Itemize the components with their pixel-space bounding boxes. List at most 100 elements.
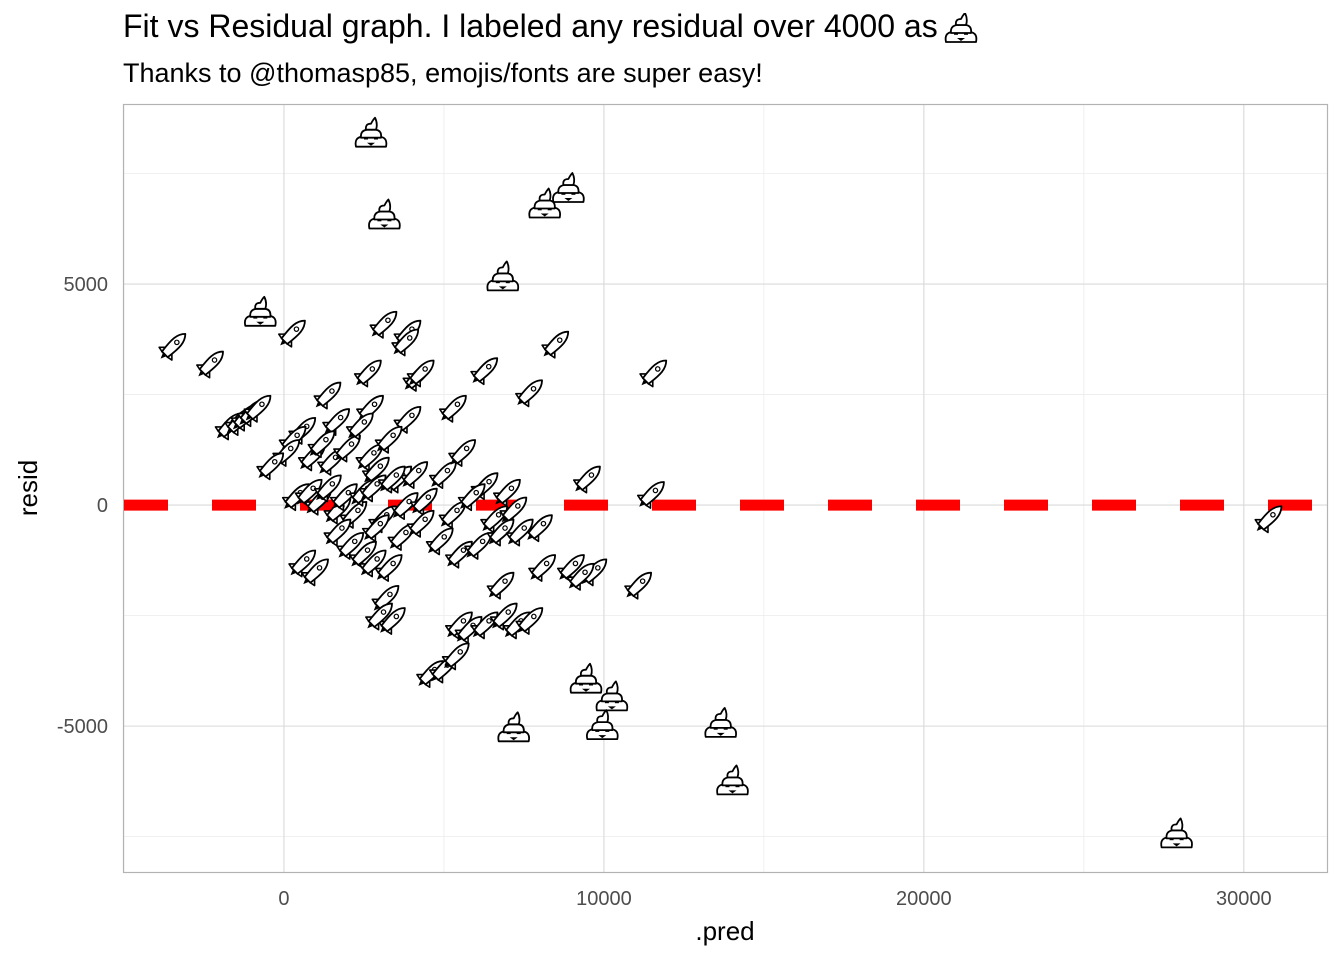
rocket-flame — [501, 516, 508, 523]
rocket-body-group — [528, 554, 557, 582]
rocket-emoji-icon — [365, 602, 393, 631]
poop-middle — [249, 307, 272, 318]
rocket-flame — [543, 350, 550, 357]
rocket-window — [531, 613, 537, 620]
rocket-flame — [402, 480, 409, 487]
rocket-emoji-icon — [448, 439, 477, 467]
rocket-flame — [1256, 525, 1263, 532]
rocket-body-group — [256, 452, 285, 481]
rocket-window — [374, 481, 380, 487]
rocket-body-group — [409, 487, 438, 516]
rocket-flame — [440, 520, 447, 527]
poop-top — [954, 12, 968, 26]
rocket-window — [293, 326, 300, 332]
rocket-body-group — [377, 465, 406, 494]
rocket-body-group — [406, 509, 435, 538]
poop-emoji-icon — [704, 707, 737, 738]
rocket-flame — [316, 494, 323, 501]
rocket-body-group — [556, 554, 585, 582]
rocket-emoji-icon — [377, 465, 406, 494]
rocket-window — [211, 357, 218, 363]
rocket-emoji-icon — [489, 602, 518, 631]
rocket-emoji-icon — [409, 487, 438, 516]
rocket-emoji-icon — [441, 642, 470, 671]
rocket-window — [444, 467, 451, 474]
rocket-window — [337, 414, 344, 421]
rocket-hull — [1257, 505, 1283, 531]
rocket-body-group — [499, 496, 528, 525]
rocket-flame — [517, 399, 524, 406]
rocket-flame — [338, 551, 345, 558]
poop-middle — [491, 272, 514, 283]
rocket-body-group — [345, 412, 374, 441]
rocket-flame — [380, 626, 387, 633]
rocket-window — [595, 565, 601, 571]
rocket-body-group — [441, 642, 470, 671]
rocket-flame — [296, 498, 303, 505]
rocket-body-group — [333, 434, 361, 463]
rocket-window — [380, 609, 387, 615]
rocket-window — [374, 556, 380, 562]
rocket-flame — [408, 379, 415, 386]
rocket-window — [530, 385, 537, 392]
rocket-body-group — [158, 332, 187, 361]
rocket-body-group — [464, 531, 493, 560]
rocket-body-group — [243, 394, 272, 423]
rocket-window — [377, 520, 384, 527]
poop-middle — [591, 721, 614, 731]
rocket-flame — [472, 376, 479, 383]
rocket-body-group — [301, 558, 329, 587]
rocket-window — [390, 432, 396, 439]
rocket-flame — [216, 432, 223, 439]
rocket-body-group — [355, 443, 384, 472]
rocket-window — [572, 560, 579, 567]
rocket-flame — [559, 573, 566, 580]
rocket-body-group — [349, 540, 377, 569]
rocket-body-group — [515, 607, 544, 635]
rocket-flame — [482, 525, 489, 532]
rocket-emoji-icon — [505, 518, 534, 547]
rocket-flame — [258, 472, 265, 479]
rocket-emoji-icon — [428, 461, 457, 490]
rocket-emoji-icon — [556, 554, 585, 582]
poop-emoji-icon — [368, 198, 401, 230]
rocket-window — [371, 401, 378, 408]
rocket-flame — [335, 454, 342, 461]
rocket-body-group — [313, 474, 342, 503]
panel-border — [122, 103, 1329, 874]
rocket-emoji-icon — [301, 558, 329, 587]
rocket-window — [454, 401, 461, 408]
rocket-flame — [431, 480, 438, 487]
rocket-body-group — [390, 492, 419, 521]
poop-mouth — [540, 213, 549, 217]
rocket-flame — [360, 569, 367, 576]
rocket-body-group — [486, 571, 515, 600]
x-axis-label: .pred — [695, 916, 754, 946]
rocket-flame — [284, 502, 291, 509]
poop-middle — [600, 692, 623, 703]
rocket-body-group — [541, 330, 570, 359]
rocket-window — [355, 507, 361, 514]
rocket-emoji-icon — [391, 328, 420, 357]
rocket-window — [652, 487, 659, 494]
rocket-flame — [408, 529, 415, 536]
rocket-body-group — [313, 381, 342, 410]
rocket-flame — [639, 500, 646, 507]
rocket-emoji-icon — [374, 554, 403, 582]
poop-mouth — [564, 198, 573, 201]
rocket-flame — [427, 547, 434, 554]
rocket-emoji-icon — [624, 571, 653, 600]
rocket-emoji-icon — [528, 554, 557, 582]
rocket-emoji-icon — [196, 350, 224, 379]
poop-middle — [359, 128, 383, 139]
rocket-flame — [315, 401, 322, 408]
rocket-body-group — [1254, 505, 1283, 534]
rocket-flame — [495, 498, 502, 505]
rocket-emoji-icon — [566, 562, 595, 591]
rocket-flame — [324, 427, 331, 434]
rocket-window — [515, 503, 521, 509]
rocket-flame — [441, 414, 448, 421]
rocket-window — [287, 445, 294, 452]
rocket-flame — [488, 538, 495, 545]
poop-middle — [721, 776, 744, 787]
